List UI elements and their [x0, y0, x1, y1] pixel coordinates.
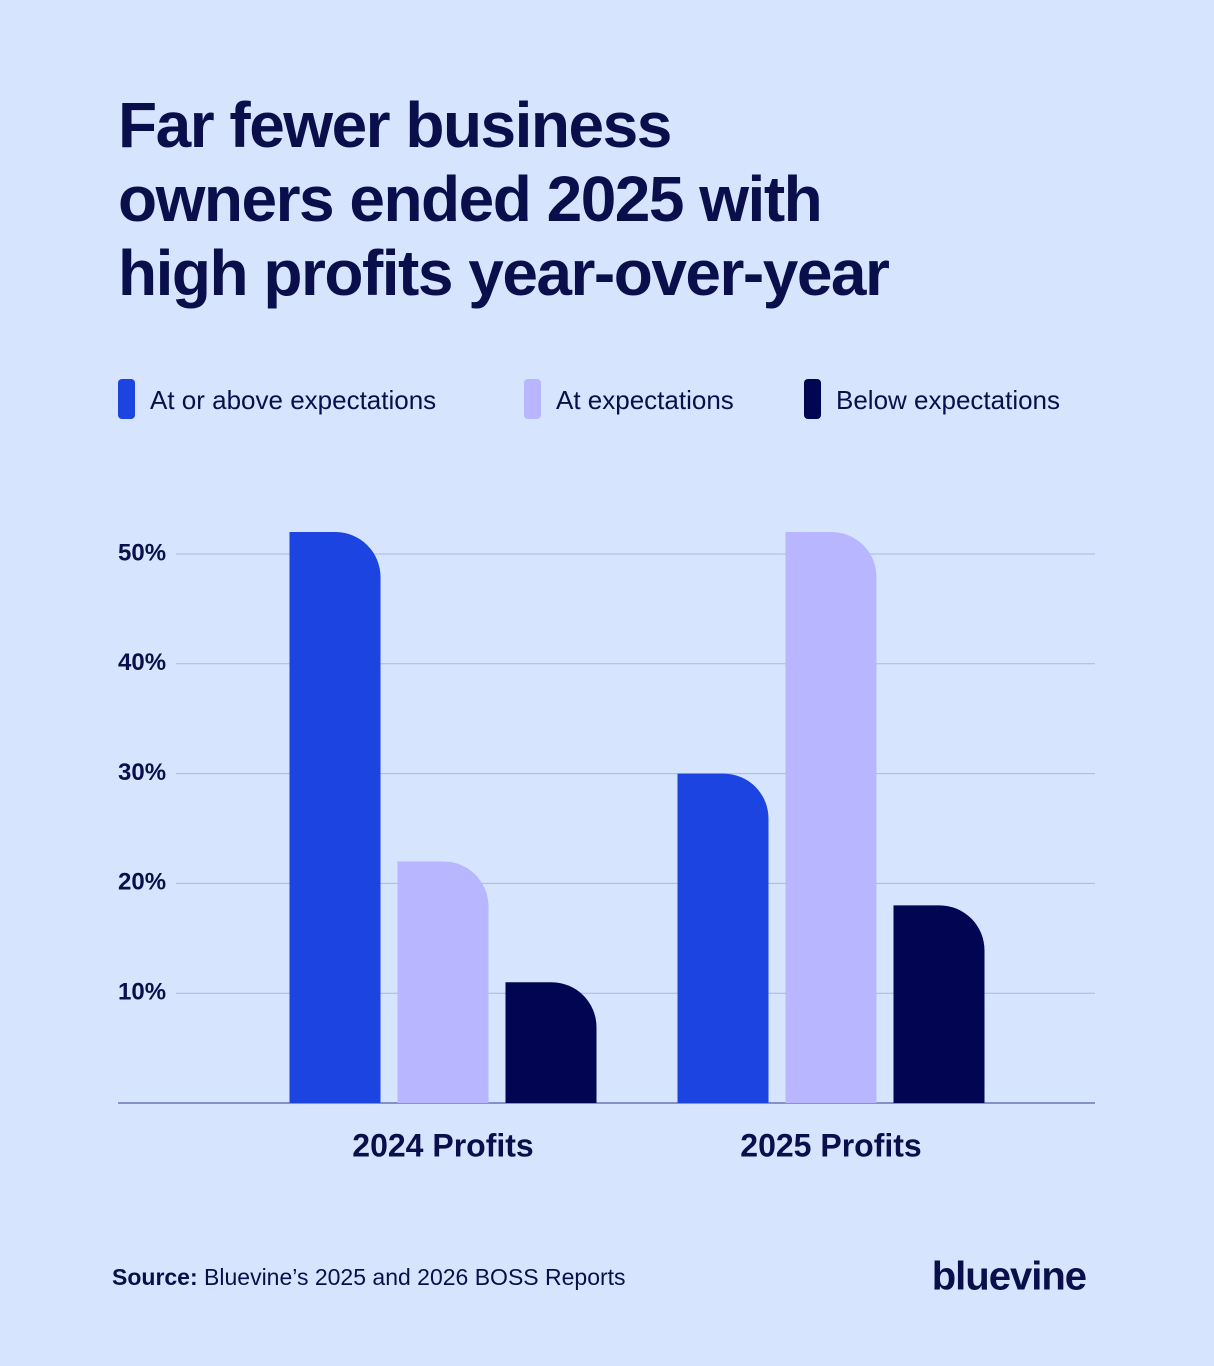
- source: Source: Bluevine’s 2025 and 2026 BOSS Re…: [112, 1264, 626, 1290]
- source-label: Source:: [112, 1264, 198, 1290]
- y-tick-label: 20%: [118, 869, 166, 896]
- bar: [677, 773, 769, 1103]
- legend-marker: [804, 379, 821, 419]
- y-tick-label: 50%: [118, 539, 166, 566]
- bar: [505, 982, 597, 1103]
- chart-title: owners ended 2025 with: [118, 163, 821, 235]
- bar: [785, 532, 877, 1103]
- x-tick-label: 2024 Profits: [352, 1127, 533, 1163]
- legend-label: Below expectations: [836, 385, 1060, 415]
- logo: bluevine: [932, 1255, 1086, 1299]
- chart-title: Far fewer business: [118, 89, 671, 161]
- bar: [893, 905, 985, 1103]
- y-tick-label: 30%: [118, 759, 166, 786]
- legend-marker: [118, 379, 135, 419]
- source-text: Bluevine’s 2025 and 2026 BOSS Reports: [204, 1264, 626, 1290]
- chart-title: high profits year-over-year: [118, 237, 889, 309]
- legend-marker: [524, 379, 541, 419]
- bar: [289, 532, 381, 1103]
- bar: [397, 861, 489, 1103]
- y-tick-label: 10%: [118, 979, 166, 1006]
- legend-label: At expectations: [556, 385, 734, 415]
- legend-label: At or above expectations: [150, 385, 436, 415]
- x-tick-label: 2025 Profits: [740, 1127, 921, 1163]
- y-tick-label: 40%: [118, 649, 166, 676]
